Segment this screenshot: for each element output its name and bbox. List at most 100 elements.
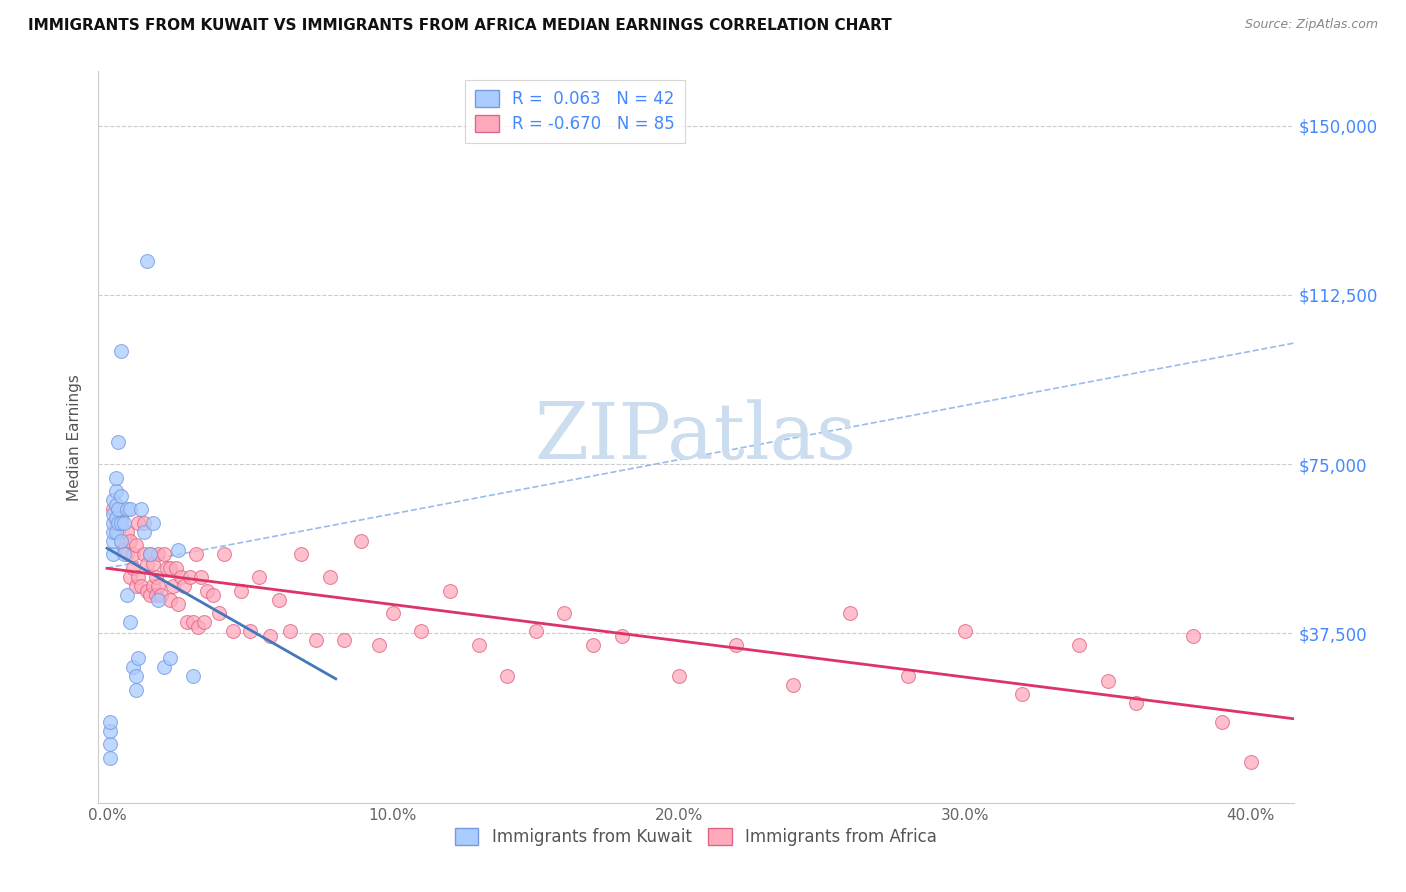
Point [110,533,132,548]
Point [247,570,270,584]
Point [953,624,976,639]
Point [101,493,124,508]
Point [131,579,153,593]
Point [139,548,162,562]
Point [118,570,141,584]
Point [104,498,127,512]
Point [131,502,153,516]
Point [112,543,135,558]
Point [724,638,747,652]
Point [124,538,146,552]
Point [110,344,132,359]
Point [170,570,193,584]
Point [367,638,389,652]
Point [782,678,804,692]
Point [124,682,146,697]
Point [167,543,190,558]
Point [112,516,135,530]
Point [195,583,218,598]
Point [179,570,201,584]
Point [118,615,141,630]
Point [381,606,404,620]
Point [110,516,132,530]
Point [1067,638,1090,652]
Point [156,561,179,575]
Point [134,516,156,530]
Point [101,507,124,521]
Point [121,548,143,562]
Point [136,254,159,268]
Point [104,516,127,530]
Point [148,579,170,593]
Point [136,557,159,571]
Point [259,629,281,643]
Point [350,533,373,548]
Point [1097,673,1119,688]
Point [104,484,127,499]
Point [104,511,127,525]
Point [110,489,132,503]
Point [107,502,129,516]
Point [139,588,162,602]
Point [98,737,121,751]
Point [115,588,138,602]
Point [150,588,173,602]
Point [1011,688,1033,702]
Point [148,548,170,562]
Point [239,624,262,639]
Point [134,548,156,562]
Point [439,583,461,598]
Point [101,516,124,530]
Point [1239,755,1261,769]
Point [167,597,190,611]
Point [201,588,224,602]
Point [145,570,167,584]
Point [278,624,301,639]
Point [121,660,143,674]
Point [127,651,149,665]
Point [610,629,633,643]
Point [127,516,149,530]
Point [553,606,575,620]
Point [136,583,159,598]
Point [319,570,342,584]
Point [121,561,143,575]
Point [1182,629,1205,643]
Point [142,516,165,530]
Point [176,615,198,630]
Point [181,669,204,683]
Point [896,669,918,683]
Point [496,669,519,683]
Point [104,524,127,539]
Text: ZIPatlas: ZIPatlas [534,400,858,475]
Point [333,633,356,648]
Point [267,592,290,607]
Point [187,620,209,634]
Point [467,638,489,652]
Point [839,606,862,620]
Point [1211,714,1233,729]
Point [142,557,165,571]
Point [104,471,127,485]
Point [153,548,176,562]
Point [110,511,132,525]
Point [115,502,138,516]
Point [411,624,433,639]
Point [582,638,605,652]
Point [118,533,141,548]
Point [101,502,124,516]
Point [1125,697,1147,711]
Point [112,548,135,562]
Point [107,516,129,530]
Y-axis label: Median Earnings: Median Earnings [67,374,83,500]
Point [101,548,124,562]
Point [305,633,328,648]
Point [207,606,229,620]
Point [98,714,121,729]
Point [115,524,138,539]
Point [148,592,170,607]
Point [173,579,195,593]
Point [124,579,146,593]
Point [668,669,690,683]
Point [110,533,132,548]
